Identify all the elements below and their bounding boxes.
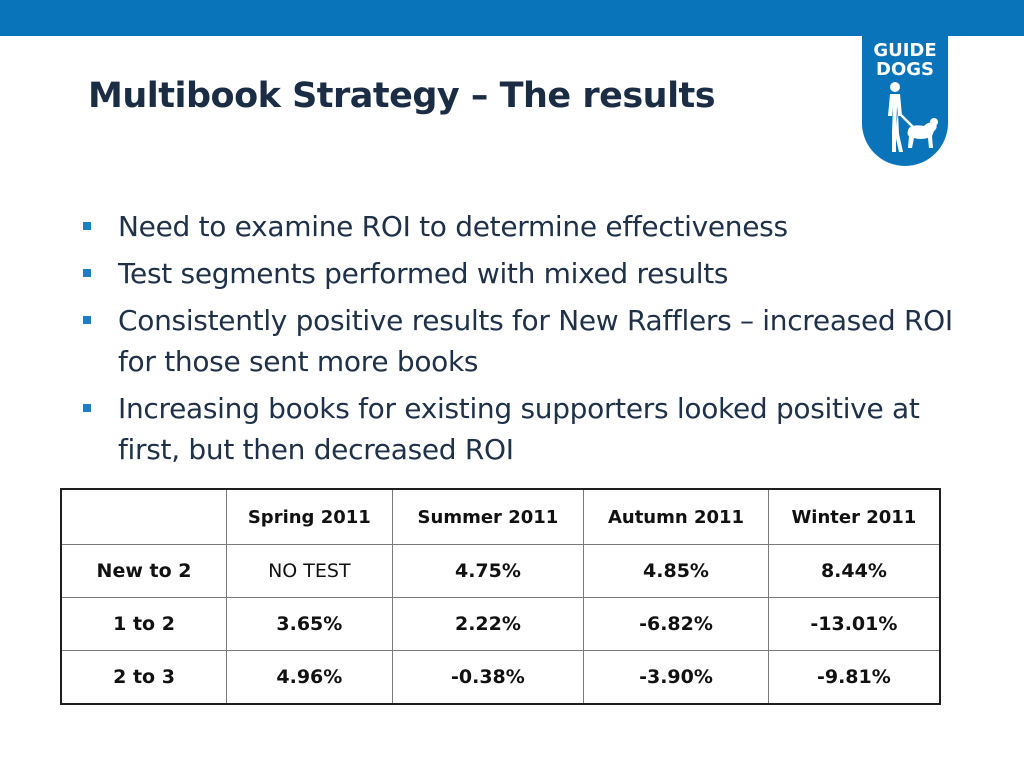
bullet-square-icon	[83, 316, 91, 324]
table-cell: 8.44%	[767, 544, 941, 598]
bullet-square-icon	[83, 222, 91, 230]
table-cell: -0.38%	[391, 650, 585, 705]
guide-dogs-logo: GUIDE DOGS	[862, 36, 948, 166]
top-banner	[0, 0, 1024, 36]
logo-text: GUIDE DOGS	[862, 41, 948, 79]
logo-line-2: DOGS	[876, 59, 934, 80]
bullet-square-icon	[83, 269, 91, 277]
table-row: 1 to 2 3.65% 2.22% -6.82% -13.01%	[60, 597, 941, 651]
table-cell: 4.85%	[583, 544, 769, 598]
table-cell: -9.81%	[767, 650, 941, 705]
bullet-item: Test segments performed with mixed resul…	[80, 253, 960, 294]
bullet-list: Need to examine ROI to determine effecti…	[80, 206, 960, 476]
slide-title: Multibook Strategy – The results	[88, 76, 716, 116]
column-header: Summer 2011	[391, 488, 585, 545]
bullet-item: Need to examine ROI to determine effecti…	[80, 206, 960, 247]
table-row: 2 to 3 4.96% -0.38% -3.90% -9.81%	[60, 650, 941, 705]
table-cell: -3.90%	[583, 650, 769, 705]
logo-line-1: GUIDE	[873, 40, 937, 61]
row-label: 1 to 2	[60, 597, 228, 651]
bullet-text: Consistently positive results for New Ra…	[118, 304, 953, 378]
row-label: New to 2	[60, 544, 228, 598]
guide-dog-figure-icon	[888, 82, 938, 152]
roi-results-table: Spring 2011 Summer 2011 Autumn 2011 Wint…	[60, 488, 941, 705]
bullet-item: Increasing books for existing supporters…	[80, 388, 960, 470]
table-cell: 2.22%	[391, 597, 585, 651]
bullet-item: Consistently positive results for New Ra…	[80, 300, 960, 382]
bullet-text: Increasing books for existing supporters…	[118, 392, 920, 466]
column-header: Winter 2011	[767, 488, 941, 545]
table-cell: 3.65%	[226, 597, 393, 651]
row-label: 2 to 3	[60, 650, 228, 705]
table-cell: -13.01%	[767, 597, 941, 651]
table-corner-cell	[60, 488, 228, 545]
bullet-text: Need to examine ROI to determine effecti…	[118, 210, 788, 243]
table-cell: 4.96%	[226, 650, 393, 705]
bullet-square-icon	[83, 404, 91, 412]
column-header: Autumn 2011	[583, 488, 769, 545]
column-header: Spring 2011	[226, 488, 393, 545]
table-cell: -6.82%	[583, 597, 769, 651]
table-row: New to 2 NO TEST 4.75% 4.85% 8.44%	[60, 544, 941, 598]
table-header-row: Spring 2011 Summer 2011 Autumn 2011 Wint…	[60, 488, 941, 545]
bullet-text: Test segments performed with mixed resul…	[118, 257, 729, 290]
table-cell: 4.75%	[391, 544, 585, 598]
table-cell: NO TEST	[226, 544, 393, 598]
